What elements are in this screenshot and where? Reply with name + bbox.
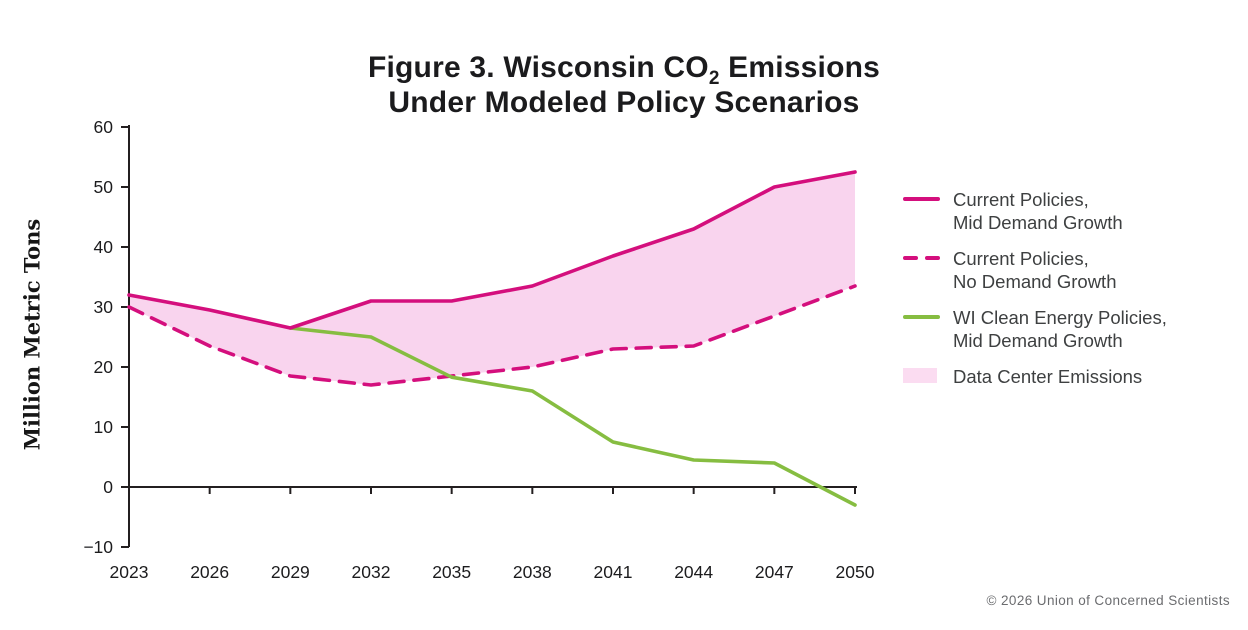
legend-swatch-dashed-magenta-line-icon: [903, 247, 940, 260]
legend-item-wi-clean-energy: WI Clean Energy Policies, Mid Demand Grow…: [903, 306, 1248, 352]
legend-label-line1: Data Center Emissions: [953, 366, 1143, 387]
legend-label-line1: Current Policies,: [953, 248, 1089, 269]
legend-label-line2: Mid Demand Growth: [953, 212, 1123, 233]
chart-title-line2: Under Modeled Policy Scenarios: [388, 86, 860, 119]
x-axis-tick-label: 2032: [352, 562, 391, 582]
y-axis-tick-label: 10: [94, 417, 114, 437]
x-axis-tick-label: 2041: [594, 562, 633, 582]
legend-swatch-solid-magenta-line-icon: [903, 188, 940, 201]
x-axis-tick-label: 2050: [836, 562, 875, 582]
x-axis-tick-label: 2038: [513, 562, 552, 582]
y-axis-tick-label: 50: [94, 177, 114, 197]
legend-item-current-policies-mid-demand: Current Policies, Mid Demand Growth: [903, 188, 1248, 234]
series-line-wi-clean-energy-policies-mid-demand-growth: [288, 326, 857, 507]
series-line-current-policies-no-demand-growth: [127, 284, 857, 387]
legend-label-line2: No Demand Growth: [953, 271, 1117, 292]
legend-label-line1: WI Clean Energy Policies,: [953, 307, 1167, 328]
legend-label: WI Clean Energy Policies, Mid Demand Grow…: [953, 306, 1167, 352]
y-axis-tick-label: 60: [94, 117, 114, 137]
chart-title-line1-pre: Figure 3. Wisconsin CO: [367, 51, 709, 84]
legend-swatch-solid-green-line-icon: [903, 306, 940, 319]
y-axis-tick-label: −10: [83, 537, 113, 557]
y-axis-tick-label: 30: [94, 297, 114, 317]
legend-swatch-pink-area-icon: [903, 365, 940, 383]
chart-title-line1-post: Emissions: [719, 51, 881, 84]
x-axis-tick-label: 2029: [271, 562, 310, 582]
series-line-current-policies-mid-demand-growth: [127, 170, 857, 330]
x-axis-tick-label: 2044: [674, 562, 713, 582]
legend-label: Data Center Emissions: [953, 365, 1142, 388]
legend-item-data-center-emissions: Data Center Emissions: [903, 365, 1248, 388]
chart-title-co2-subscript: 2: [708, 68, 720, 89]
y-axis-tick-label: 20: [94, 357, 114, 377]
legend-label: Current Policies, Mid Demand Growth: [953, 188, 1123, 234]
legend-label-line1: Current Policies,: [953, 189, 1089, 210]
legend-label: Current Policies, No Demand Growth: [953, 247, 1116, 293]
x-axis-tick-label: 2023: [110, 562, 149, 582]
x-axis-tick-label: 2047: [755, 562, 794, 582]
y-axis-tick-label: 0: [103, 477, 113, 497]
data-center-emissions-band: [129, 172, 855, 385]
x-axis-tick-label: 2026: [190, 562, 229, 582]
chart-title: Figure 3. Wisconsin CO2 Emissions Under …: [0, 50, 1248, 120]
y-axis-tick-label: 40: [94, 237, 114, 257]
copyright-notice: © 2026 Union of Concerned Scientists: [986, 593, 1230, 608]
chart-title-line1: Figure 3. Wisconsin CO2 Emissions: [0, 50, 1248, 88]
x-axis-tick-label: 2035: [432, 562, 471, 582]
legend-item-current-policies-no-demand: Current Policies, No Demand Growth: [903, 247, 1248, 293]
chart-legend: Current Policies, Mid Demand Growth Curre…: [903, 188, 1248, 388]
legend-label-line2: Mid Demand Growth: [953, 330, 1123, 351]
